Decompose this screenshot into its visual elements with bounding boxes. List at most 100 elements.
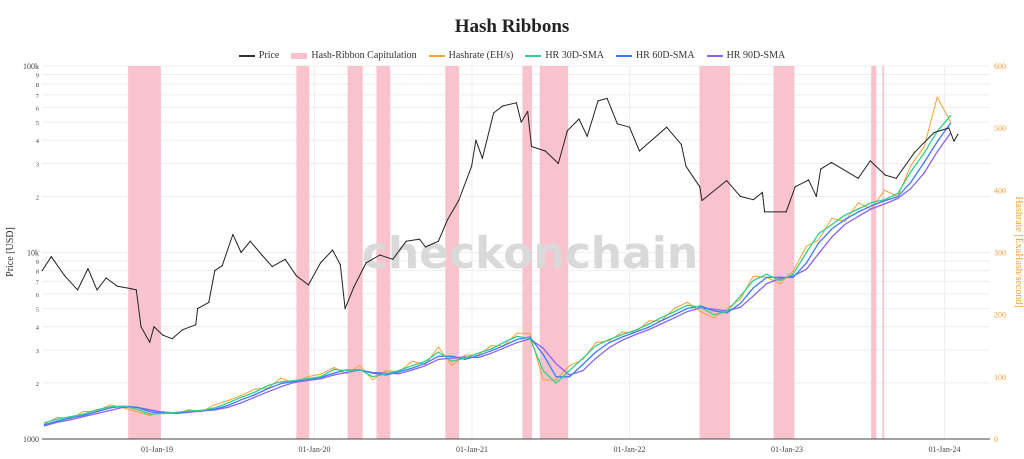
hashrate-line-point [187, 409, 190, 411]
legend-item[interactable]: HR 90D-SMA [706, 50, 785, 61]
hashrate-line-point [214, 404, 216, 406]
hr-60d-sma-line-point [464, 358, 466, 361]
hr-90d-sma-line-point [477, 356, 479, 359]
hr-90d-sma-line-point [923, 172, 925, 174]
price-line-point [616, 123, 619, 125]
price-line-point [502, 105, 504, 107]
price-line-point [240, 251, 242, 254]
hr-30d-sma-line-point [792, 273, 794, 275]
price-line-point [957, 133, 959, 135]
price-line-point [214, 269, 216, 272]
hr-30d-sma-line-point [359, 368, 361, 370]
legend-swatch [615, 54, 632, 57]
hashrate-line-point [345, 373, 347, 375]
hr-60d-sma-line-point [477, 355, 479, 357]
hashrate-line-point [700, 310, 702, 313]
price-line-point [597, 100, 599, 102]
price-line-point [530, 145, 533, 148]
price-line-point [446, 219, 449, 221]
hr-30d-sma-line-point [162, 412, 164, 415]
price-line-point [208, 301, 210, 304]
hr-30d-sma-line-point [136, 408, 138, 410]
x-tick-label: 01-Jan-20 [299, 445, 331, 454]
y-left-tick-label: 7 [36, 279, 40, 286]
hr-30d-sma-line-point [96, 409, 98, 411]
legend-item[interactable]: Hashrate (EH/s) [428, 50, 514, 61]
y-left-tick-label: 6 [36, 105, 40, 112]
hr-30d-sma-line-point [451, 360, 453, 362]
hr-30d-sma-line-point [149, 413, 151, 415]
hashrate-line-point [910, 164, 912, 167]
y-left-tick-label: 5 [36, 307, 39, 314]
hr-90d-sma-line-point [766, 282, 768, 285]
hr-90d-sma-line-point [56, 421, 58, 423]
hr-90d-sma-line-point [817, 253, 820, 255]
hashrate-line-point [568, 365, 571, 367]
hr-60d-sma-line-point [555, 376, 557, 378]
hr-60d-sma-line-point [700, 305, 702, 307]
legend-item[interactable]: HR 30D-SMA [525, 50, 604, 61]
hr-30d-sma-line-point [766, 273, 768, 275]
capitulation-band [882, 66, 885, 439]
hr-90d-sma-line-point [411, 369, 413, 371]
hr-30d-sma-line-point [306, 378, 308, 380]
hr-60d-sma-line-point [83, 414, 85, 416]
hr-30d-sma-line-point [267, 384, 269, 387]
x-tick-label: 01-Jan-22 [614, 445, 646, 454]
hr-90d-sma-line-point [253, 396, 256, 398]
hashrate-line-point [149, 414, 151, 416]
hr-30d-sma-line-point [555, 382, 557, 384]
hr-30d-sma-line-point [779, 279, 781, 282]
y-left-tick-label: 1000 [23, 435, 39, 444]
hr-30d-sma-line-point [345, 370, 347, 372]
hr-90d-sma-line-point [910, 187, 912, 190]
legend-item[interactable]: Hash-Ribbon Capitulation [291, 50, 417, 61]
y-left-tick-label: 4 [36, 138, 40, 145]
hr-60d-sma-line-point [411, 367, 413, 369]
hr-60d-sma-line-point [648, 326, 650, 328]
hr-90d-sma-line-point [568, 374, 571, 376]
hashrate-line-point [739, 298, 741, 300]
hr-30d-sma-line-point [477, 352, 479, 354]
price-line-point [638, 150, 641, 152]
hashrate-line-point [424, 363, 427, 365]
hashrate-line-point [883, 189, 886, 191]
y-right-tick-label: 0 [994, 435, 998, 444]
price-line-point [752, 199, 754, 201]
legend-label: Hashrate (EH/s) [448, 50, 514, 61]
hr-60d-sma-line-point [529, 336, 531, 338]
hr-30d-sma-line-point [398, 370, 400, 372]
hr-60d-sma-line-point [568, 376, 571, 378]
hashrate-line-point [555, 379, 557, 381]
legend-item[interactable]: Price [238, 50, 279, 61]
price-line-point [869, 160, 871, 162]
hr-30d-sma-line-point [437, 351, 440, 353]
price-line-point [135, 289, 137, 291]
hashrate-line-point [621, 331, 623, 333]
hr-30d-sma-line-point [280, 381, 282, 383]
hashrate-line-point [240, 394, 242, 397]
hr-30d-sma-line-point [319, 376, 322, 378]
price-line-point [96, 289, 98, 291]
capitulation-band [128, 66, 161, 439]
hashrate-line-point [844, 220, 846, 223]
hr-60d-sma-line-point [949, 122, 952, 124]
hashrate-line-point [83, 411, 85, 413]
hr-90d-sma-line-point [883, 203, 886, 205]
legend-swatch [238, 54, 255, 57]
price-line-point [458, 199, 460, 202]
hr-90d-sma-line-point [608, 347, 610, 349]
legend-swatch [291, 52, 308, 59]
hr-60d-sma-line-point [634, 331, 637, 333]
hashrate-line-point [923, 146, 925, 148]
hr-90d-sma-line-point [96, 412, 98, 415]
hr-60d-sma-line-point [385, 374, 387, 376]
y-right-tick-label: 400 [994, 186, 1006, 195]
price-line-point [344, 308, 346, 310]
legend-item[interactable]: HR 60D-SMA [615, 50, 695, 61]
y-right-tick-label: 500 [994, 124, 1006, 133]
price-line-point [50, 256, 52, 258]
hr-30d-sma-line-point [726, 310, 728, 313]
hr-30d-sma-line-point [214, 407, 216, 409]
